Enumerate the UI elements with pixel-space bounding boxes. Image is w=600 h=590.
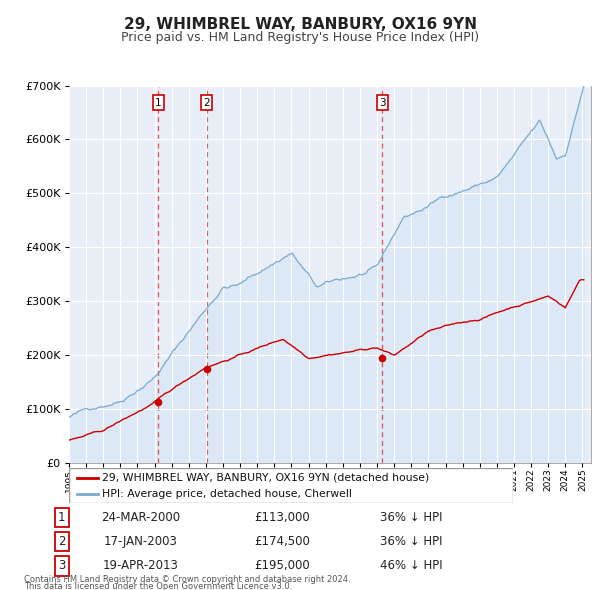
FancyBboxPatch shape [69, 468, 513, 503]
Text: Price paid vs. HM Land Registry's House Price Index (HPI): Price paid vs. HM Land Registry's House … [121, 31, 479, 44]
Text: 19-APR-2013: 19-APR-2013 [103, 559, 179, 572]
Text: 3: 3 [58, 559, 65, 572]
Text: 29, WHIMBREL WAY, BANBURY, OX16 9YN: 29, WHIMBREL WAY, BANBURY, OX16 9YN [124, 17, 476, 31]
Text: 29, WHIMBREL WAY, BANBURY, OX16 9YN (detached house): 29, WHIMBREL WAY, BANBURY, OX16 9YN (det… [102, 473, 430, 483]
Text: 17-JAN-2003: 17-JAN-2003 [104, 535, 178, 548]
Text: £174,500: £174,500 [254, 535, 310, 548]
Text: £113,000: £113,000 [254, 511, 310, 524]
Text: 2: 2 [58, 535, 65, 548]
Text: 3: 3 [379, 97, 386, 107]
Text: 24-MAR-2000: 24-MAR-2000 [101, 511, 181, 524]
Text: Contains HM Land Registry data © Crown copyright and database right 2024.: Contains HM Land Registry data © Crown c… [24, 575, 350, 584]
Text: £195,000: £195,000 [254, 559, 310, 572]
Text: 1: 1 [58, 511, 65, 524]
Text: 1: 1 [155, 97, 161, 107]
Text: This data is licensed under the Open Government Licence v3.0.: This data is licensed under the Open Gov… [24, 582, 292, 590]
Text: HPI: Average price, detached house, Cherwell: HPI: Average price, detached house, Cher… [102, 489, 352, 499]
Text: 46% ↓ HPI: 46% ↓ HPI [380, 559, 443, 572]
Text: 2: 2 [203, 97, 210, 107]
Text: 36% ↓ HPI: 36% ↓ HPI [380, 511, 443, 524]
Text: 36% ↓ HPI: 36% ↓ HPI [380, 535, 443, 548]
